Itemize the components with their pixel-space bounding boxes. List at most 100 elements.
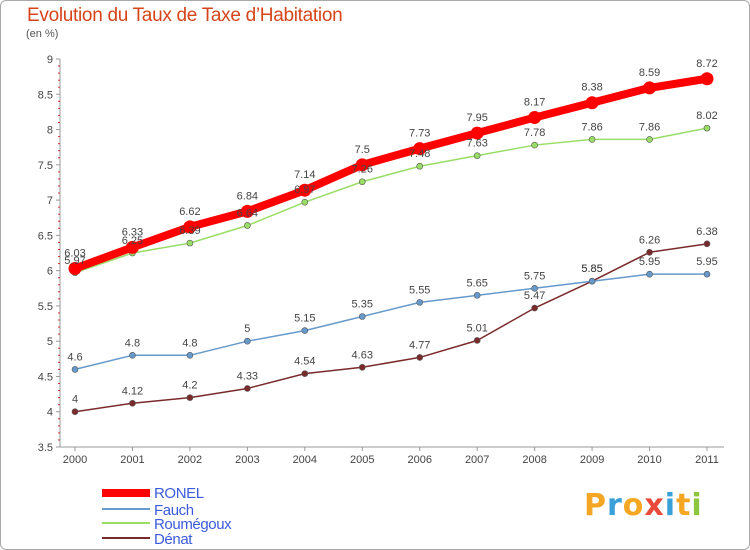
data-point [585,96,599,110]
data-label: 6.38 [696,226,717,238]
data-point [298,183,312,197]
data-point [531,141,538,149]
y-tick-label: 3.5 [38,442,53,454]
series-line-roumégoux [74,127,708,274]
data-point [244,385,251,392]
logo-letter: r [607,488,623,523]
data-label: 6.39 [179,225,200,237]
data-point [703,124,711,132]
data-point [703,240,711,248]
data-point [588,277,596,285]
data-label: 6.97 [294,184,315,196]
data-label: 8.17 [524,97,545,109]
data-label: 4.77 [409,339,430,351]
data-label: 5.85 [581,263,602,275]
data-label: 7.95 [466,112,487,124]
data-label: 5.47 [524,290,545,302]
data-point [416,354,424,361]
y-tick-label: 5 [47,336,53,348]
data-label: 6.33 [122,226,143,238]
data-point [473,292,481,299]
legend-swatch-fauch [102,508,150,510]
data-point [71,366,79,373]
data-label: 5.97 [64,255,85,267]
x-tick-label: 2002 [178,454,202,466]
data-point [183,220,197,234]
x-tick-label: 2003 [235,454,259,466]
data-point [703,270,711,278]
data-label: 7.26 [352,164,373,176]
data-point [528,111,542,125]
legend-label-roumegoux: Roumégoux [154,516,232,533]
data-label: 7.86 [581,121,602,133]
data-label: 8.59 [639,67,660,79]
data-label: 5.15 [294,313,315,325]
x-tick-label: 2001 [120,454,144,466]
data-point [301,370,309,377]
data-point [240,204,254,218]
data-point [244,337,251,345]
data-label: 7.63 [466,138,487,150]
data-point [71,408,79,416]
data-label: 5.85 [581,263,602,275]
x-tick-label: 2010 [637,454,661,466]
x-tick-label: 2007 [465,454,489,466]
data-label: 8.72 [696,58,717,70]
x-tick-label: 2009 [580,454,604,466]
data-label: 6.26 [639,234,660,246]
data-label: 8.02 [696,110,717,122]
x-tick-label: 2011 [695,454,719,466]
data-point [129,399,136,407]
data-point [646,270,653,278]
data-label: 5 [244,323,250,335]
data-label: 5.01 [466,322,487,334]
data-label: 4.2 [182,380,197,392]
data-label: 5.35 [352,298,373,310]
y-tick-label: 4.5 [38,371,53,383]
y-tick-label: 6.5 [38,230,53,242]
x-tick-label: 2004 [293,454,317,466]
data-point [68,262,82,276]
series-line-dénat [74,243,708,413]
x-tick-label: 2005 [350,454,374,466]
data-point [413,142,427,156]
y-tick-label: 7.5 [38,160,53,172]
data-point [186,351,194,359]
data-label: 6.25 [122,235,143,247]
logo-letter: t [676,488,692,523]
logo-letter: i [664,488,677,523]
data-label: 5.65 [466,277,487,289]
data-point [700,72,714,86]
series-line-fauch [74,273,708,371]
data-point [358,178,366,186]
unit-label: (en %) [26,28,59,40]
data-point [358,313,366,320]
data-point [125,240,139,254]
data-point [416,299,424,306]
data-label: 5.75 [524,270,545,282]
data-label: 7.73 [409,128,430,140]
legend-label-ronel: RONEL [154,485,204,502]
data-point [531,284,538,292]
data-label: 8.38 [581,82,602,94]
data-point [301,198,309,206]
y-tick-label: 5.5 [38,301,53,313]
data-point [186,394,194,401]
data-label: 4.63 [352,349,373,361]
data-label: 6.62 [179,206,200,218]
data-label: 4 [72,394,78,406]
data-point [646,248,653,256]
data-label: 5.95 [639,256,660,268]
legend-label-denat: Dénat [154,531,193,548]
logo-letter: x [644,488,665,523]
x-tick-label: 2006 [407,454,431,466]
data-point [301,327,309,334]
logo-letter: o [622,488,645,523]
data-point [470,126,484,140]
data-point [244,222,251,229]
logo-letter: i [691,488,703,523]
legend-swatch-roumegoux [102,522,150,524]
data-label: 7.78 [524,127,545,139]
series-line-ronel [71,74,711,273]
